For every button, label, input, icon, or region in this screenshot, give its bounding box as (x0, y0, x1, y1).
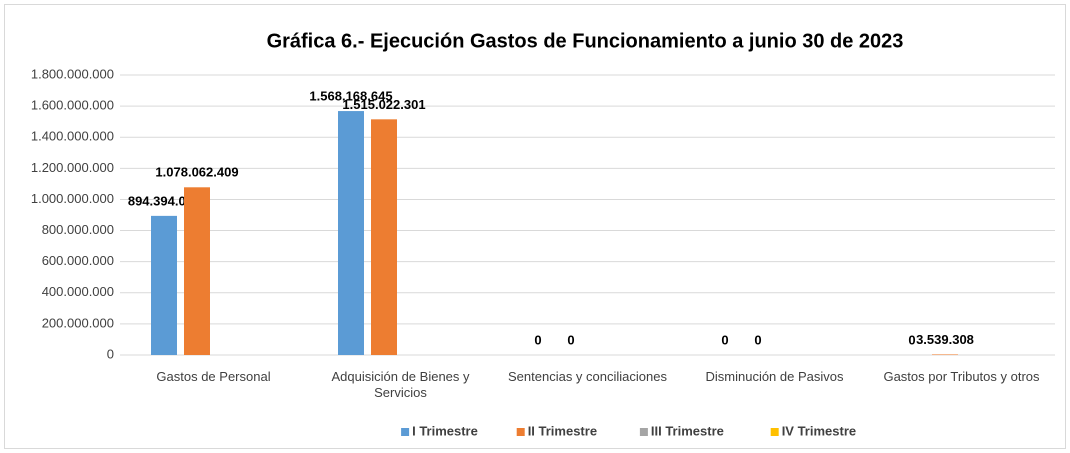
x-tick-label-box: Gastos de Personal (156, 369, 271, 384)
legend-swatch (770, 428, 779, 436)
data-label: 0 (534, 332, 541, 347)
y-tick-label: 400.000.000 (42, 284, 114, 299)
legend-label: I Trimestre (412, 423, 478, 438)
legend-swatch (516, 428, 525, 436)
legend-swatch (401, 428, 410, 436)
bar (371, 119, 397, 355)
legend-label: IV Trimestre (782, 423, 856, 438)
data-label: 1.515.022.301 (342, 97, 425, 112)
x-tick-label-box: Adquisición de Bienes y Servicios (331, 369, 470, 400)
x-tick-label: Gastos por Tributos y otros (883, 369, 1040, 384)
x-tick-label-box: Sentencias y conciliaciones (508, 369, 667, 384)
legend-label: II Trimestre (528, 423, 597, 438)
y-tick-label: 600.000.000 (42, 253, 114, 268)
bar (338, 111, 364, 355)
legend-swatch (639, 428, 648, 436)
data-label: 0 (908, 332, 915, 347)
bar (184, 187, 210, 355)
data-label: 1.078.062.409 (155, 165, 238, 180)
x-tick-label-box: Gastos por Tributos y otros (883, 369, 1040, 384)
bar (151, 215, 177, 355)
y-tick-label: 1.800.000.000 (31, 66, 114, 81)
y-tick-label: 1.000.000.000 (31, 191, 114, 206)
x-tick-label-box: Disminución de Pasivos (705, 369, 844, 384)
y-tick-label: 0 (107, 346, 114, 361)
data-label: 0 (721, 332, 728, 347)
y-tick-label: 800.000.000 (42, 222, 114, 237)
x-tick-label: Sentencias y conciliaciones (508, 369, 667, 384)
y-tick-label: 1.400.000.000 (31, 129, 114, 144)
chart-title: Gráfica 6.- Ejecución Gastos de Funciona… (267, 30, 904, 52)
y-tick-label: 1.600.000.000 (31, 98, 114, 113)
y-tick-label: 200.000.000 (42, 315, 114, 330)
x-tick-label: Gastos de Personal (156, 369, 271, 384)
legend-label: III Trimestre (651, 423, 724, 438)
y-tick-label: 1.200.000.000 (31, 160, 114, 175)
x-tick-label: Adquisición de Bienes y Servicios (331, 369, 470, 400)
data-label: 0 (754, 332, 761, 347)
x-tick-label: Disminución de Pasivos (705, 369, 844, 384)
data-label: 0 (567, 332, 574, 347)
data-label: 894.394.063 (128, 193, 200, 208)
data-label: 3.539.308 (916, 332, 974, 347)
data-label: 1.568.168.645 (309, 89, 392, 104)
chart-border (4, 4, 1066, 449)
bar (932, 354, 958, 355)
